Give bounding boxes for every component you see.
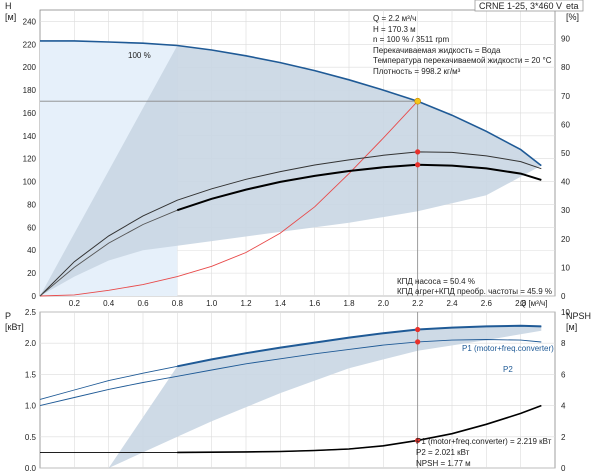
h-tick-label: 120 [23, 155, 37, 164]
p-tick-label: 0.0 [25, 464, 37, 473]
p-axis-label: P [5, 311, 11, 321]
h-tick-label: 100 [23, 178, 37, 187]
total-efficiency-marker [415, 162, 421, 168]
info-density: Плотность = 998.2 кг/м³ [373, 67, 461, 76]
p-tick-label: 0.5 [25, 433, 37, 442]
eta-tick-label: 40 [561, 178, 570, 187]
npsh-tick-label: 4 [561, 402, 566, 411]
info-p1: P1 (motor+freq.converter) = 2.219 кВт [416, 437, 552, 446]
h-tick-label: 180 [23, 86, 37, 95]
h-tick-label: 200 [23, 63, 37, 72]
x-tick-label: 0.6 [137, 299, 149, 308]
x-tick-label: 2.6 [481, 299, 493, 308]
p2-curve [39, 339, 542, 407]
h-axis-label: H [5, 1, 12, 11]
h-tick-label: 220 [23, 40, 37, 49]
info-liquid: Перекачиваемая жидкость = Вода [373, 46, 501, 55]
npsh-tick-label: 10 [561, 308, 570, 317]
npsh-tick-label: 8 [561, 339, 566, 348]
npsh-tick-label: 2 [561, 433, 566, 442]
x-tick-label: 1.8 [343, 299, 355, 308]
system-curve [39, 100, 419, 297]
eta-tick-label: 60 [561, 120, 570, 129]
pump-label: CRNE 1-25, 3*460 V [479, 1, 562, 11]
eff-pump: КПД насоса = 50.4 % [397, 277, 475, 286]
x-tick-label: 2.4 [446, 299, 458, 308]
x-tick-label: 0.4 [103, 299, 115, 308]
npsh-axis-label: NPSH [566, 311, 591, 321]
info-speed: n = 100 % / 3511 rpm [373, 35, 449, 44]
eta-tick-label: 70 [561, 92, 570, 101]
x-tick-label: 1.4 [275, 299, 287, 308]
info-temperature: Температура перекачиваемой жидкости = 20… [373, 56, 552, 65]
h-tick-label: 140 [23, 132, 37, 141]
x-tick-label: 2.2 [412, 299, 424, 308]
npsh-marker [415, 437, 421, 443]
p1-curve-bold [177, 324, 542, 368]
operating-regions [40, 40, 542, 468]
p2-marker [415, 339, 421, 345]
npsh-tick-label: 6 [561, 370, 566, 379]
p-tick-label: 2.5 [25, 308, 37, 317]
x-axis-label: Q [м³/ч] [520, 299, 547, 308]
npsh-axis-unit: [м] [566, 322, 577, 332]
lower-operating-region [108, 325, 542, 468]
h-tick-label: 240 [23, 17, 37, 26]
npsh-tick-label: 0 [561, 464, 566, 473]
x-tick-label: 0.8 [172, 299, 184, 308]
curves [39, 40, 542, 454]
npsh-curve-bold [177, 404, 542, 454]
tick-labels: 0.2 0.4 0.6 0.8 1.0 1.2 1.4 1.6 1.8 2.0 2.2 2.4 2.6 2… [23, 17, 571, 473]
eff-total: КПД агрег+КПД преобр. частоты = 45.9 % [397, 287, 552, 296]
p1-marker [415, 326, 421, 333]
h-tick-label: 60 [27, 223, 36, 232]
p-tick-label: 1.0 [25, 402, 37, 411]
total-efficiency-curve-bold [176, 163, 542, 212]
eta-tick-label: 80 [561, 63, 570, 72]
eta-axis-label: eta [566, 1, 579, 11]
duty-point-marker [414, 97, 421, 105]
x-tick-label: 1.6 [309, 299, 321, 308]
eta-tick-label: 90 [561, 35, 570, 44]
x-tick-label: 2.8 [515, 299, 527, 308]
info-p2: P2 = 2.021 кВт [416, 448, 470, 457]
h-tick-label: 80 [27, 200, 36, 209]
pump-efficiency-marker [415, 149, 421, 155]
eta-tick-label: 30 [561, 206, 570, 215]
x-tick-label: 0.2 [69, 299, 81, 308]
p-tick-label: 2.0 [25, 339, 37, 348]
x-tick-label: 1.2 [240, 299, 252, 308]
info-flow: Q = 2.2 м³/ч [373, 14, 416, 23]
p1-legend: P1 (motor+freq.converter) [462, 344, 554, 353]
info-npsh: NPSH = 1.77 м [416, 459, 471, 468]
h-tick-label: 160 [23, 109, 37, 118]
eta-tick-label: 0 [561, 292, 566, 301]
pump-efficiency-curve [39, 151, 542, 297]
pump-label-box [474, 0, 584, 12]
p-axis-unit: [кВт] [5, 322, 24, 332]
p-tick-label: 1.5 [25, 370, 37, 379]
main-operating-region [40, 45, 542, 296]
h-tick-label: 40 [27, 246, 36, 255]
h-axis-unit: [м] [5, 12, 16, 22]
info-head: H = 170.3 м [373, 25, 416, 34]
markers [40, 97, 421, 468]
speed-label: 100 % [128, 51, 151, 60]
p2-legend: P2 [503, 365, 513, 374]
eta-tick-label: 10 [561, 263, 570, 272]
x-tick-label: 1.0 [206, 299, 218, 308]
x-tick-label: 2.0 [378, 299, 390, 308]
eta-tick-label: 50 [561, 149, 570, 158]
eta-tick-label: 20 [561, 235, 570, 244]
eta-axis-unit: [%] [566, 12, 579, 22]
h-tick-label: 20 [27, 269, 36, 278]
h-tick-label: 0 [32, 292, 37, 301]
qh-curve-100-percent [40, 40, 542, 167]
